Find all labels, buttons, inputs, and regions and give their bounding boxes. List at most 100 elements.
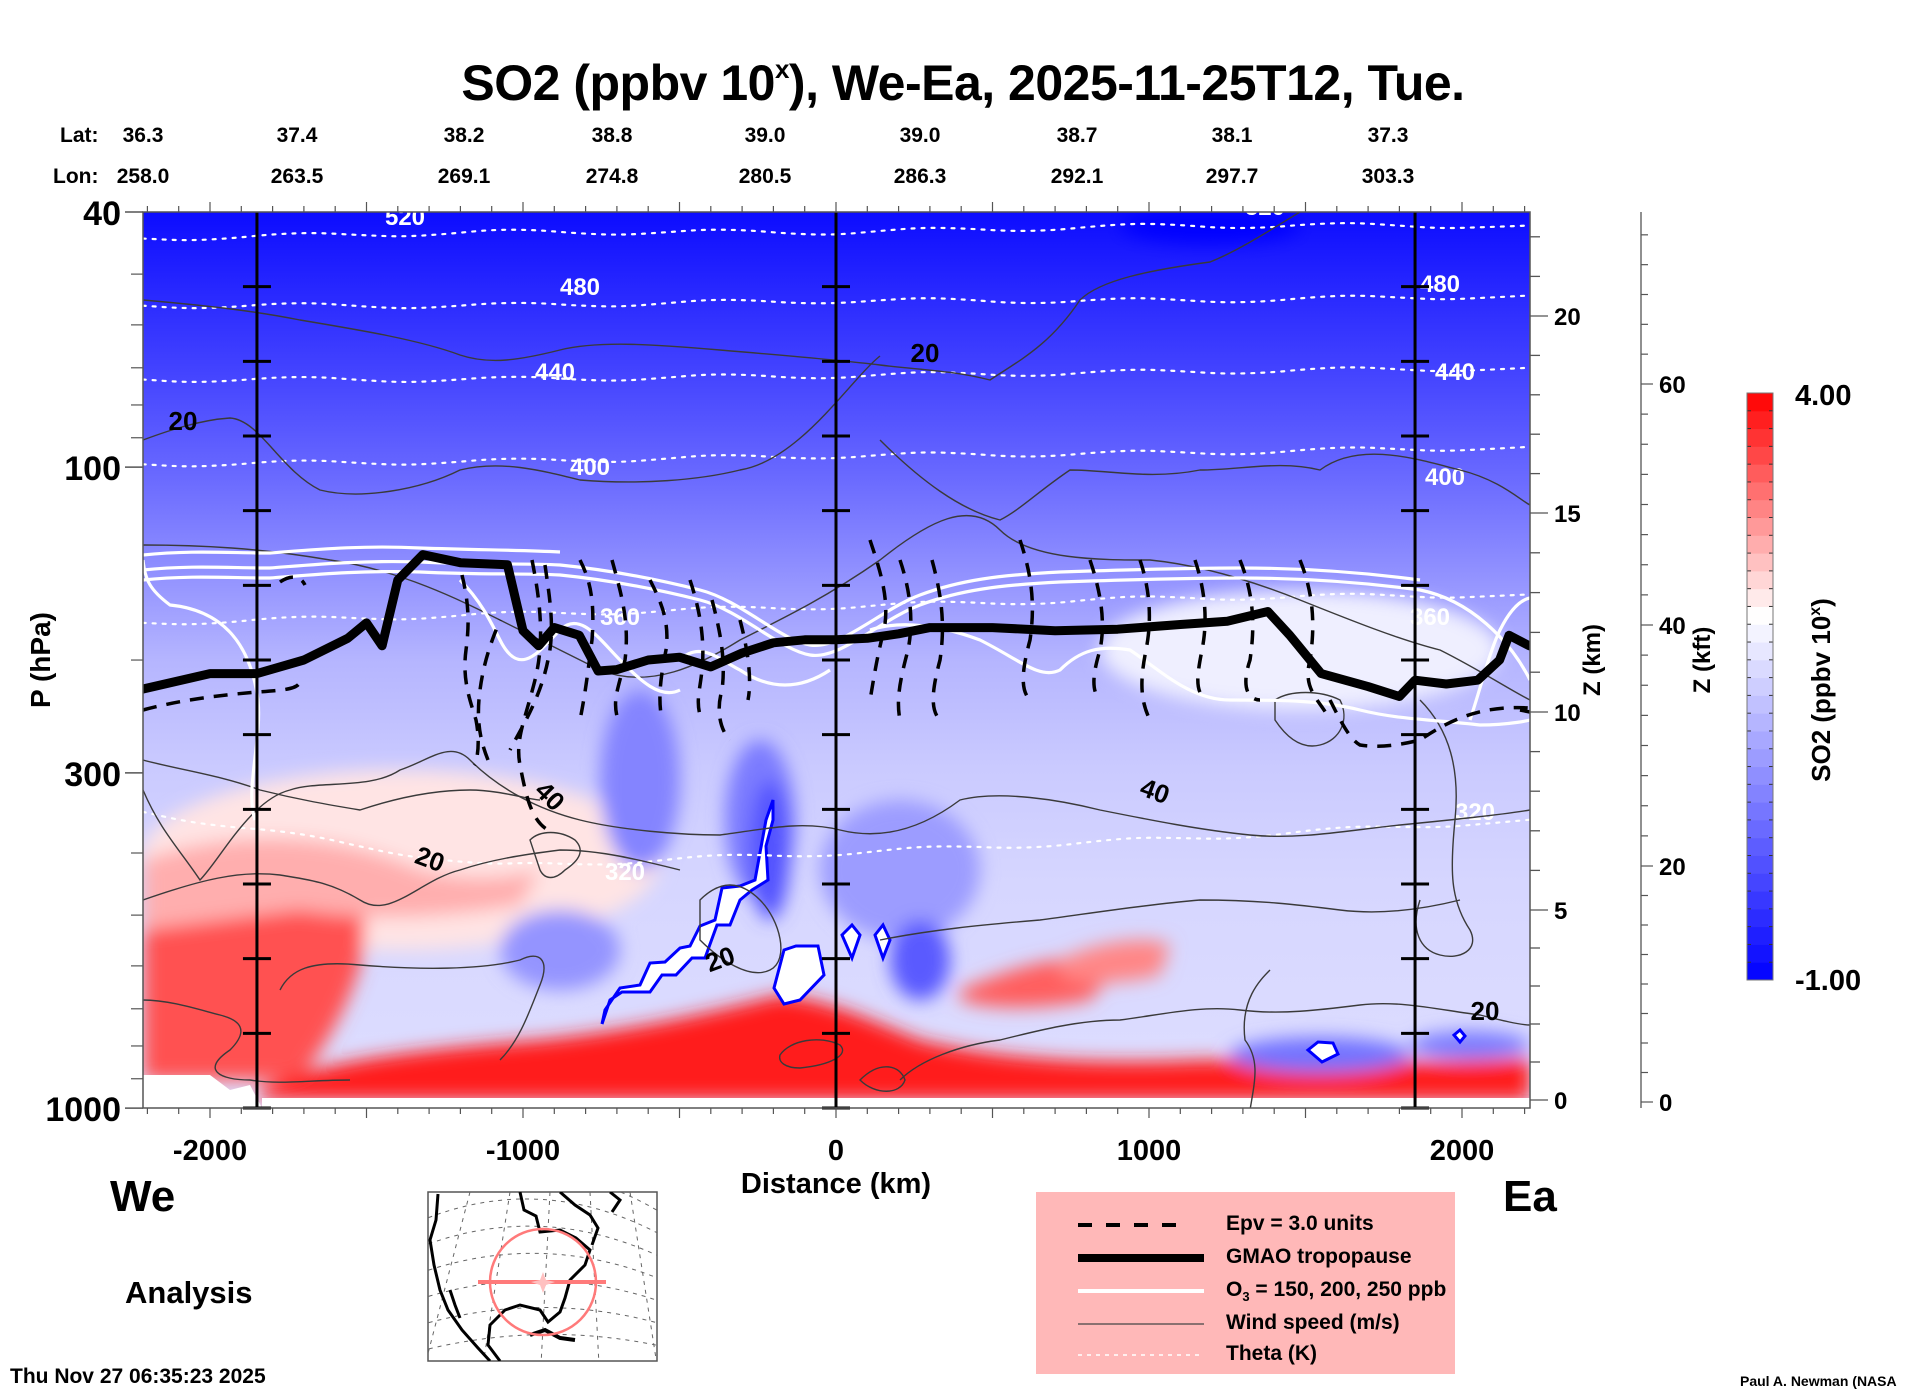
wind-speed-label: 20 [1471,996,1500,1026]
theta-contour [143,445,1530,468]
map-graticule [428,1252,657,1279]
legend: Epv = 3.0 units GMAO tropopause O3 = 150… [1036,1192,1455,1374]
lon-value: 269.1 [437,165,491,188]
map-graticule [589,1192,600,1361]
chart-title: SO2 (ppbv 10x), We-Ea, 2025-11-25T12, Tu… [0,54,1926,112]
legend-label: Epv = 3.0 units [1226,1212,1374,1235]
theta-label: 440 [1435,359,1475,386]
cutout-region [1451,1027,1467,1045]
colorbar-band [1747,393,1773,412]
theta-contour [143,592,1530,626]
wind-speed-label: 20 [169,406,198,436]
lat-value: 39.0 [899,124,941,147]
colorbar-band [1747,677,1773,696]
colorbar-band [1747,784,1773,803]
field-patch [143,838,540,930]
legend-swatch-dashed [1078,1223,1188,1227]
colorbar-band [1747,926,1773,945]
theta-contour [143,222,1530,242]
zkft-axis-label: Z (kft) [1689,627,1716,694]
colorbar-band [1747,499,1773,519]
epv-contour [688,579,705,716]
theta-label: 400 [570,454,610,481]
wind-speed-contour [143,212,1301,381]
lon-value: 286.3 [893,165,947,188]
theta-contour [143,366,1530,384]
field-patch [1060,940,1170,983]
field-patch [143,877,365,1080]
ozone-contour [143,559,1421,647]
zkm-tick-label: 20 [1554,304,1581,331]
wind-speed-contour [699,884,782,974]
field-patch [600,690,680,870]
lat-row-label: Lat: [60,124,99,147]
legend-o3-subscript: 3 [1242,1289,1250,1305]
field-patch [260,995,1530,1100]
colorbar-band [1747,837,1773,856]
theta-contour [143,810,1530,866]
theta-label: 320 [1455,799,1495,826]
lon-value: 274.8 [585,165,639,188]
x-tick-label: -2000 [173,1135,247,1167]
east-label: Ea [1503,1172,1557,1221]
legend-swatch-thin [1078,1323,1204,1325]
epv-contour [1519,708,1530,714]
title-superscript: x [774,54,789,84]
wind-speed-contour [143,355,881,495]
epv-contour [610,559,629,721]
cutout-region [600,799,775,1025]
epv-contour [508,564,554,751]
field-patch [820,800,980,940]
epv-contour [1328,699,1530,748]
epv-contour [896,559,913,721]
lat-value: 38.1 [1211,124,1253,147]
lat-value: 37.3 [1367,124,1409,147]
lat-value: 38.2 [443,124,485,147]
theta-label: 360 [1410,604,1450,631]
theta-label: 480 [560,274,600,301]
map-coastline [559,1192,600,1246]
map-graticule [428,1280,657,1301]
map-graticule [428,1192,471,1356]
colorbar-band [1747,873,1773,892]
colorbar-label: SO2 (ppbv 10x) [1806,598,1836,782]
missing-data-mask [262,1098,1530,1108]
colorbar-band [1747,748,1773,768]
lat-value: 37.4 [276,124,318,147]
theta-label: 520 [385,204,425,231]
ozone-contour [143,559,261,821]
title-main: SO2 (ppbv 10 [461,55,775,111]
wind-speed-contour [1415,699,1474,957]
y-axis-label: P (hPa) [25,612,56,708]
epv-contour [460,574,480,767]
legend-item-wind: Wind speed (m/s) [1036,1309,1455,1339]
ozone-contour [869,623,1530,727]
lon-value: 292.1 [1050,165,1104,188]
x-tick-label: 1000 [1117,1135,1182,1167]
colorbar: 4.00 -1.00 SO2 (ppbv 10x) [1746,380,1861,997]
colorbar-band [1747,642,1773,661]
epv-contour [868,539,888,701]
ozone-contour [143,569,1530,681]
epv-contour [1238,559,1261,702]
y-tick-label: 1000 [45,1091,121,1129]
lat-value: 38.7 [1056,124,1098,147]
colorbar-band [1747,891,1773,910]
cutout-region [873,922,892,963]
wind-speed-contour [529,831,581,879]
map-coastline [448,1289,462,1319]
wind-speed-contour [143,759,541,811]
legend-o3-symbol: O [1226,1278,1243,1301]
colorbar-band [1747,570,1773,590]
wind-speed-contour [1274,691,1345,747]
map-coastline [428,1193,492,1361]
colorbar-band [1747,624,1773,643]
colorbar-min-label: -1.00 [1795,965,1861,997]
lon-row-label: Lon: [53,165,99,188]
lon-value: 263.5 [270,165,324,188]
wind-speed-contour [879,899,1461,941]
lat-value: 38.8 [591,124,633,147]
lon-value: 303.3 [1361,165,1415,188]
wind-speed-contour [143,999,351,1083]
